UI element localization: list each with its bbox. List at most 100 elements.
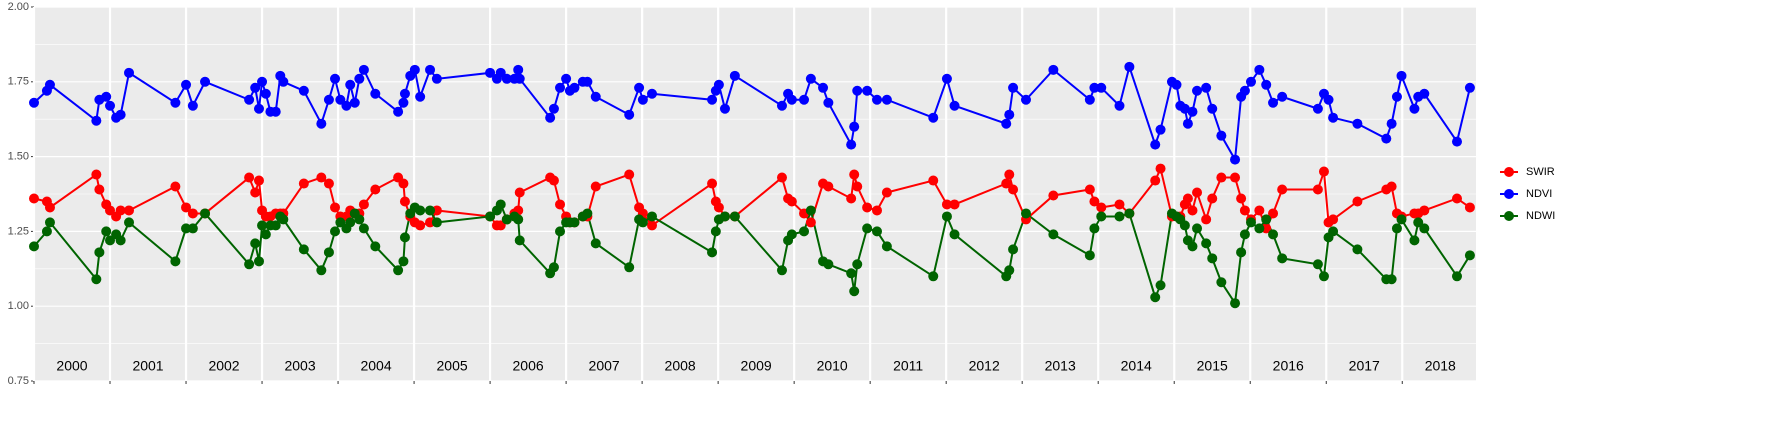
data-point: [823, 97, 834, 108]
data-point: [786, 196, 797, 207]
data-point: [415, 205, 426, 216]
data-point: [1089, 82, 1100, 93]
legend-marker: [1504, 167, 1514, 177]
data-point: [1312, 184, 1323, 195]
data-point: [1318, 166, 1329, 177]
data-point: [634, 82, 645, 93]
data-point: [561, 73, 572, 84]
data-point: [555, 199, 566, 210]
data-point: [1004, 109, 1015, 120]
data-point: [1155, 280, 1166, 291]
data-point: [181, 79, 192, 90]
x-tick-label: 2014: [1121, 358, 1152, 374]
x-tick-label: 2010: [817, 358, 848, 374]
data-point: [928, 271, 939, 282]
data-point: [1409, 235, 1420, 246]
data-point: [431, 205, 442, 216]
data-point: [719, 103, 730, 114]
data-point: [1277, 91, 1288, 102]
x-tick-label: 2017: [1349, 358, 1380, 374]
data-point: [124, 217, 135, 228]
data-point: [1179, 220, 1190, 231]
data-point: [1239, 229, 1250, 240]
data-point: [1230, 172, 1241, 183]
data-point: [124, 205, 135, 216]
data-point: [1084, 94, 1095, 105]
legend-marker: [1504, 211, 1514, 221]
x-tick-label: 2009: [741, 358, 772, 374]
data-point: [345, 79, 356, 90]
data-point: [105, 100, 116, 111]
data-point: [316, 172, 327, 183]
data-point: [949, 199, 960, 210]
x-tick-label: 2011: [893, 358, 923, 374]
data-point: [872, 94, 883, 105]
data-point: [1328, 214, 1339, 225]
data-point: [514, 73, 525, 84]
data-point: [1451, 271, 1462, 282]
data-point: [590, 181, 601, 192]
y-tick-label: 1.00: [8, 300, 29, 312]
data-point: [776, 100, 787, 111]
data-point: [928, 112, 939, 123]
data-point: [330, 226, 341, 237]
data-point: [1261, 79, 1272, 90]
data-point: [1008, 184, 1019, 195]
data-point: [1268, 208, 1279, 219]
data-point: [425, 64, 436, 75]
data-point: [485, 67, 496, 78]
data-point: [187, 100, 198, 111]
data-point: [341, 100, 352, 111]
x-tick-label: 2016: [1273, 358, 1304, 374]
data-point: [278, 214, 289, 225]
data-point: [1207, 193, 1218, 204]
x-tick-label: 2000: [56, 358, 87, 374]
data-point: [254, 175, 265, 186]
data-point: [941, 211, 952, 222]
data-point: [1216, 277, 1227, 288]
data-point: [1230, 154, 1241, 165]
data-point: [41, 226, 52, 237]
data-point: [1201, 214, 1212, 225]
data-point: [862, 223, 873, 234]
data-point: [485, 211, 496, 222]
data-point: [358, 223, 369, 234]
data-point: [1096, 211, 1107, 222]
data-point: [349, 97, 360, 108]
data-point: [1381, 133, 1392, 144]
data-point: [170, 181, 181, 192]
data-point: [647, 88, 657, 99]
data-point: [244, 259, 255, 270]
data-point: [1187, 205, 1198, 216]
data-point: [729, 70, 740, 81]
data-point: [1171, 79, 1182, 90]
data-point: [707, 178, 718, 189]
data-point: [244, 172, 255, 183]
data-point: [94, 184, 105, 195]
data-point: [1254, 64, 1265, 75]
data-point: [1419, 205, 1430, 216]
data-point: [1464, 250, 1475, 261]
data-point: [805, 73, 816, 84]
data-point: [44, 202, 55, 213]
data-point: [254, 256, 265, 267]
data-point: [1254, 205, 1265, 216]
data-point: [91, 169, 102, 180]
data-point: [254, 103, 265, 114]
data-point: [1312, 259, 1323, 270]
data-point: [624, 262, 635, 273]
data-point: [1386, 274, 1397, 285]
data-point: [29, 193, 39, 204]
data-point: [1236, 247, 1247, 258]
data-point: [846, 193, 857, 204]
data-point: [501, 73, 512, 84]
data-point: [1001, 118, 1012, 129]
data-point: [1048, 64, 1059, 75]
data-point: [1245, 217, 1256, 228]
data-point: [719, 211, 730, 222]
data-point: [1089, 223, 1100, 234]
data-point: [398, 256, 409, 267]
data-point: [846, 139, 857, 150]
data-point: [928, 175, 939, 186]
data-point: [514, 235, 525, 246]
